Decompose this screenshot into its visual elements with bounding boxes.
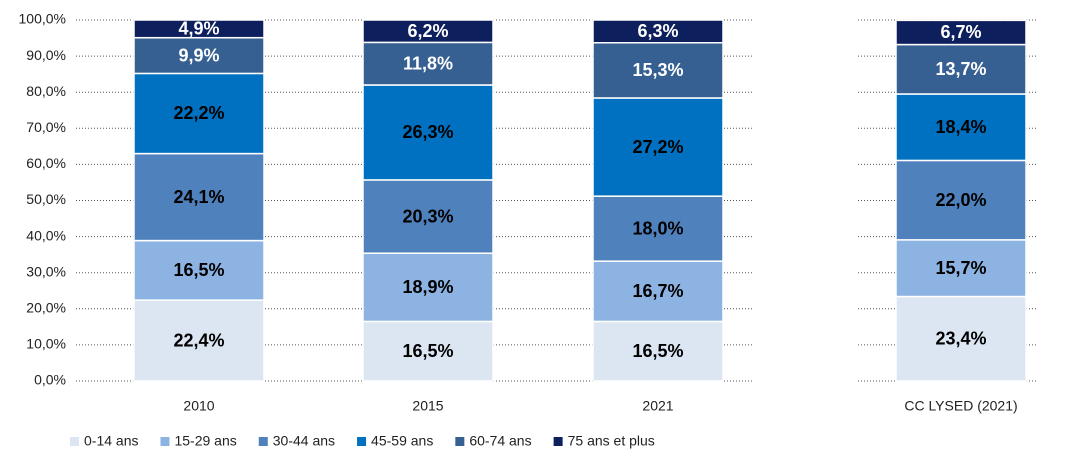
value-label: 16,5% <box>632 341 683 361</box>
bar-segment <box>362 84 494 181</box>
bar-segment <box>133 239 265 301</box>
x-tick-label: 2015 <box>412 398 443 414</box>
legend-swatch <box>70 437 79 446</box>
legend-label: 45-59 ans <box>371 433 433 449</box>
value-label: 16,5% <box>402 341 453 361</box>
value-label: 16,5% <box>173 260 224 280</box>
value-label: 6,2% <box>407 21 448 41</box>
value-label: 22,2% <box>173 103 224 123</box>
value-label: 15,7% <box>935 258 986 278</box>
value-label: 6,7% <box>940 22 981 42</box>
value-label: 18,4% <box>935 117 986 137</box>
value-label: 6,3% <box>637 21 678 41</box>
value-label: 18,9% <box>402 277 453 297</box>
value-label: 4,9% <box>178 19 219 39</box>
value-label: 16,7% <box>632 281 683 301</box>
bar-segment <box>592 195 724 262</box>
bar-segment <box>133 72 265 155</box>
legend-swatch <box>357 437 367 446</box>
bar-segment <box>133 19 265 39</box>
bar-segment <box>133 152 265 242</box>
bar-segment <box>362 41 494 86</box>
bar-segment <box>362 320 494 382</box>
value-label: 27,2% <box>632 137 683 157</box>
y-tick-label: 60,0% <box>26 155 66 171</box>
value-label: 26,3% <box>402 122 453 142</box>
legend-label: 0-14 ans <box>84 433 138 449</box>
y-tick-label: 100,0% <box>19 11 66 27</box>
value-label: 9,9% <box>178 45 219 65</box>
bar-segment <box>895 43 1027 95</box>
x-tick-label: 2010 <box>183 398 214 414</box>
bar-segment <box>895 239 1027 298</box>
legend-swatch <box>455 437 465 446</box>
y-tick-label: 70,0% <box>26 119 66 135</box>
value-label: 24,1% <box>173 187 224 207</box>
bar-segment <box>895 159 1027 241</box>
value-label: 15,3% <box>632 60 683 80</box>
y-tick-label: 50,0% <box>26 191 66 207</box>
legend-label: 75 ans et plus <box>568 433 655 449</box>
legend-label: 15-29 ans <box>174 433 236 449</box>
legend-label: 60-74 ans <box>469 433 531 449</box>
y-tick-label: 30,0% <box>26 263 66 279</box>
bar-segment <box>592 260 724 323</box>
bar-segment <box>362 179 494 254</box>
value-label: 22,0% <box>935 190 986 210</box>
bar-segment <box>895 93 1027 162</box>
legend-label: 30-44 ans <box>273 433 335 449</box>
legend-swatch <box>258 437 268 446</box>
bar-segment <box>133 299 265 382</box>
y-tick-label: 0,0% <box>34 372 66 388</box>
legend-swatch <box>160 437 170 446</box>
bar-segment <box>362 19 494 44</box>
y-tick-label: 40,0% <box>26 227 66 243</box>
y-tick-label: 20,0% <box>26 300 66 316</box>
legend-swatch <box>553 437 563 446</box>
y-tick-label: 90,0% <box>26 47 66 63</box>
bar-segment <box>133 36 265 75</box>
bar-segment <box>592 19 724 44</box>
value-label: 13,7% <box>935 59 986 79</box>
bar-segment <box>362 252 494 323</box>
value-label: 20,3% <box>402 206 453 226</box>
x-tick-label: 2021 <box>642 398 673 414</box>
bar-segment <box>592 41 724 99</box>
bar-segment <box>895 295 1027 382</box>
bar-segment <box>895 19 1027 46</box>
y-tick-label: 80,0% <box>26 83 66 99</box>
value-label: 23,4% <box>935 329 986 349</box>
value-label: 22,4% <box>173 330 224 350</box>
y-tick-label: 10,0% <box>26 336 66 352</box>
x-tick-label: CC LYSED (2021) <box>904 398 1017 414</box>
value-label: 11,8% <box>403 53 453 73</box>
value-label: 18,0% <box>632 218 683 238</box>
bar-segment <box>592 97 724 197</box>
